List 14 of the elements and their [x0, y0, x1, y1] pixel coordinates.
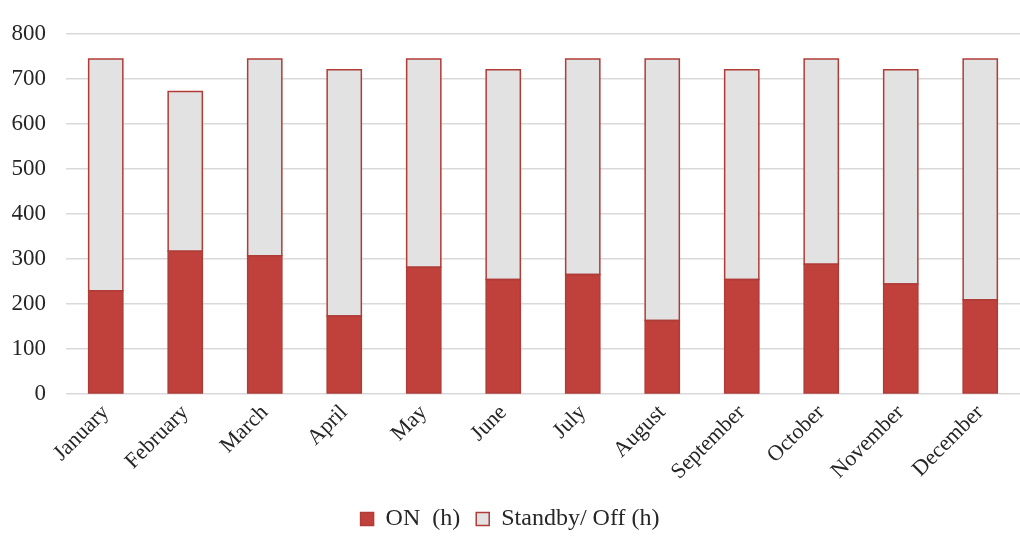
y-tick-label: 600: [11, 109, 46, 135]
legend-label: ON (h): [385, 504, 461, 531]
x-tick-label: July: [546, 399, 591, 443]
y-tick-label: 400: [11, 199, 46, 225]
y-tick-label: 0: [34, 379, 46, 405]
y-tick-label: 800: [11, 19, 46, 45]
y-tick-label: 100: [11, 334, 46, 360]
y-tick-label: 500: [11, 154, 46, 180]
x-tick-label: May: [385, 399, 432, 446]
legend-label: Standby/ Off (h): [501, 504, 660, 531]
y-tick-label: 200: [11, 289, 46, 315]
y-tick-label: 700: [11, 64, 46, 90]
y-tick-label: 300: [11, 244, 46, 270]
x-tick-label: June: [464, 399, 511, 446]
